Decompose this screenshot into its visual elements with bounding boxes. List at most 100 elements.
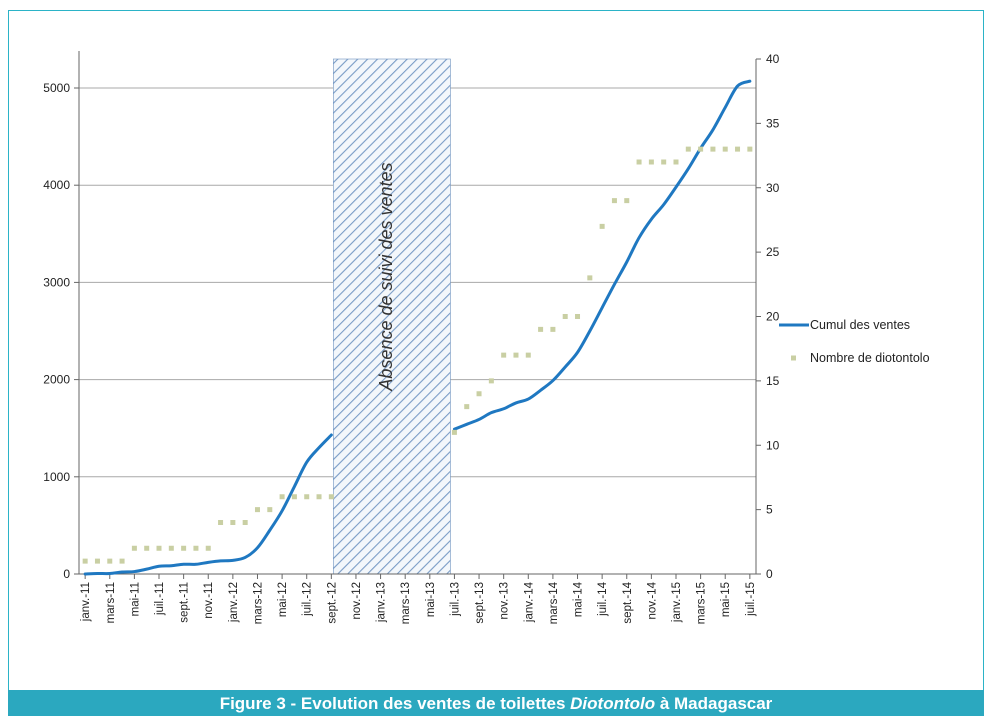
x-tick-label: nov.-14	[646, 581, 658, 619]
diotontolo-marker	[599, 223, 605, 229]
diotontolo-marker	[119, 558, 125, 564]
gap-annotation: Absence de suivi des ventes	[376, 162, 396, 391]
legend-label-cumul: Cumul des ventes	[810, 318, 910, 332]
diotontolo-marker	[230, 520, 236, 525]
caption-italic: Diotontolo	[570, 694, 656, 713]
diotontolo-marker	[501, 352, 507, 358]
x-tick-label: janv.-12	[228, 582, 240, 623]
diotontolo-marker	[648, 159, 654, 165]
x-tick-label: mai-12	[277, 582, 289, 617]
x-tick-label: janv.-13	[376, 582, 388, 623]
diotontolo-marker	[242, 520, 248, 525]
diotontolo-marker	[525, 352, 531, 358]
x-tick-label: mai-13	[425, 582, 437, 617]
diotontolo-marker	[661, 159, 667, 165]
caption-prefix: Figure 3 - Evolution des ventes de toile…	[219, 694, 571, 713]
right-tick-label: 15	[766, 374, 780, 388]
x-tick-label: juil.-13	[449, 582, 461, 617]
diotontolo-marker	[254, 507, 260, 513]
diotontolo-marker	[476, 391, 482, 397]
left-tick-label: 4000	[43, 178, 70, 192]
right-tick-label: 40	[766, 52, 780, 66]
x-tick-label: sept.-12	[326, 582, 338, 624]
diotontolo-marker	[144, 545, 150, 551]
diotontolo-marker	[205, 545, 211, 551]
diotontolo-marker	[513, 352, 519, 358]
legend-marker-swatch	[791, 355, 796, 361]
diotontolo-marker	[722, 146, 728, 152]
x-tick-label: mars-13	[400, 582, 412, 624]
x-tick-label: juil.-12	[302, 582, 314, 617]
x-tick-label: nov.-12	[351, 582, 363, 620]
missing-data-hatch	[333, 58, 451, 575]
x-tick-label: sept.-13	[474, 582, 486, 624]
x-tick-label: juil.-14	[597, 581, 609, 616]
diotontolo-marker	[698, 146, 704, 152]
diotontolo-marker	[279, 494, 285, 500]
diotontolo-marker	[587, 275, 593, 281]
x-tick-label: sept.-14	[622, 581, 634, 623]
figure-frame: Absence de suivi des ventes 0 1000 2000 300…	[8, 10, 984, 716]
diotontolo-marker	[624, 198, 630, 204]
sales-chart: Absence de suivi des ventes 010002000300…	[43, 51, 930, 624]
diotontolo-marker	[328, 494, 334, 500]
left-tick-label: 0	[63, 567, 70, 581]
x-tick-label: mars-12	[252, 582, 264, 624]
diotontolo-marker	[451, 429, 457, 435]
diotontolo-marker	[550, 326, 556, 332]
right-tick-label: 20	[766, 310, 780, 324]
diotontolo-marker	[218, 520, 224, 525]
diotontolo-marker	[156, 545, 162, 551]
left-tick-label: 1000	[43, 470, 70, 484]
x-tick-label: mars-14	[548, 581, 560, 624]
diotontolo-marker	[538, 326, 544, 332]
diotontolo-marker	[685, 146, 691, 152]
diotontolo-marker	[131, 545, 137, 551]
left-tick-label: 2000	[43, 373, 70, 387]
x-tick-label: mai-15	[720, 582, 732, 617]
diotontolo-marker	[193, 545, 199, 551]
diotontolo-marker	[267, 507, 273, 513]
legend: Cumul des ventes Nombre de diotontolo	[779, 318, 930, 365]
x-tick-label: janv.-11	[80, 582, 92, 622]
diotontolo-marker	[107, 558, 113, 564]
x-tick-label: mai-14	[573, 581, 585, 617]
right-tick-label: 5	[766, 503, 773, 517]
x-tick-label: janv.-14	[523, 581, 535, 623]
diotontolo-marker	[464, 404, 470, 410]
diotontolo-marker	[747, 146, 753, 152]
diotontolo-marker	[181, 545, 187, 551]
diotontolo-marker	[94, 558, 100, 564]
right-tick-label: 0	[766, 567, 773, 581]
x-tick-label: juil.-15	[745, 582, 757, 617]
diotontolo-marker	[636, 159, 642, 165]
missing-data-region: Absence de suivi des ventes	[333, 58, 451, 575]
left-tick-label: 3000	[43, 275, 70, 289]
legend-label-diotontolo: Nombre de diotontolo	[810, 351, 930, 365]
cumul-ventes-line	[83, 433, 333, 576]
right-tick-label: 35	[766, 116, 780, 130]
diotontolo-marker	[168, 545, 174, 551]
diotontolo-marker	[673, 159, 679, 165]
right-tick-label: 30	[766, 181, 780, 195]
diotontolo-marker	[575, 314, 581, 319]
x-tick-label: mars-11	[105, 582, 117, 623]
series-marks	[82, 79, 753, 576]
right-tick-label: 10	[766, 438, 780, 452]
right-tick-label: 25	[766, 245, 780, 259]
figure-caption: Figure 3 - Evolution des ventes de toile…	[8, 690, 984, 716]
diotontolo-marker	[304, 494, 310, 500]
x-tick-label: juil.-11	[154, 582, 166, 616]
diotontolo-marker	[291, 494, 297, 500]
diotontolo-marker	[562, 314, 568, 319]
diotontolo-marker	[316, 494, 322, 500]
diotontolo-marker	[735, 146, 741, 152]
caption-suffix: à Madagascar	[655, 694, 773, 713]
diotontolo-marker	[710, 146, 716, 152]
x-tick-label: nov.-11	[203, 582, 215, 619]
x-tick-label: mai-11	[129, 582, 141, 616]
x-tick-label: sept.-11	[179, 582, 191, 623]
x-tick-label: nov.-13	[499, 582, 511, 620]
x-tick-label: janv.-15	[671, 582, 683, 623]
left-tick-label: 5000	[43, 81, 70, 95]
